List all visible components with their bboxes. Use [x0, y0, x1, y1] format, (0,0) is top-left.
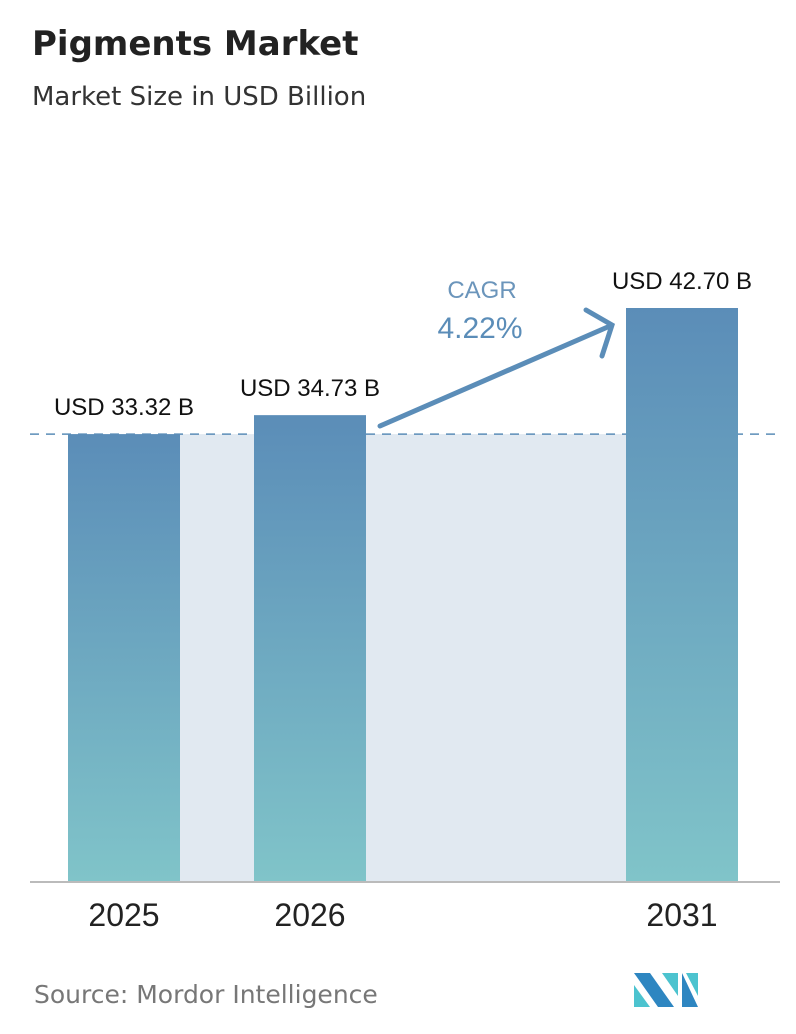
cagr-value: 4.22% [437, 312, 522, 345]
cagr-arrow [377, 307, 615, 429]
baseline-band [180, 434, 626, 882]
x-tick-2026: 2026 [274, 897, 345, 933]
bar-2026 [254, 415, 366, 882]
data-label-2026: USD 34.73 B [240, 375, 380, 402]
chart-title: Pigments Market [32, 24, 359, 64]
x-tick-2031: 2031 [646, 897, 717, 933]
data-label-2031: USD 42.70 B [612, 268, 752, 295]
mordor-intelligence-logo [634, 973, 698, 1007]
bar-2025 [68, 434, 180, 882]
x-tick-2025: 2025 [88, 897, 159, 933]
source-text: Source: Mordor Intelligence [34, 980, 378, 1009]
chart-subtitle: Market Size in USD Billion [32, 82, 367, 112]
data-label-2025: USD 33.32 B [54, 394, 194, 421]
cagr-label: CAGR [447, 277, 516, 304]
bar-2031 [626, 308, 738, 882]
